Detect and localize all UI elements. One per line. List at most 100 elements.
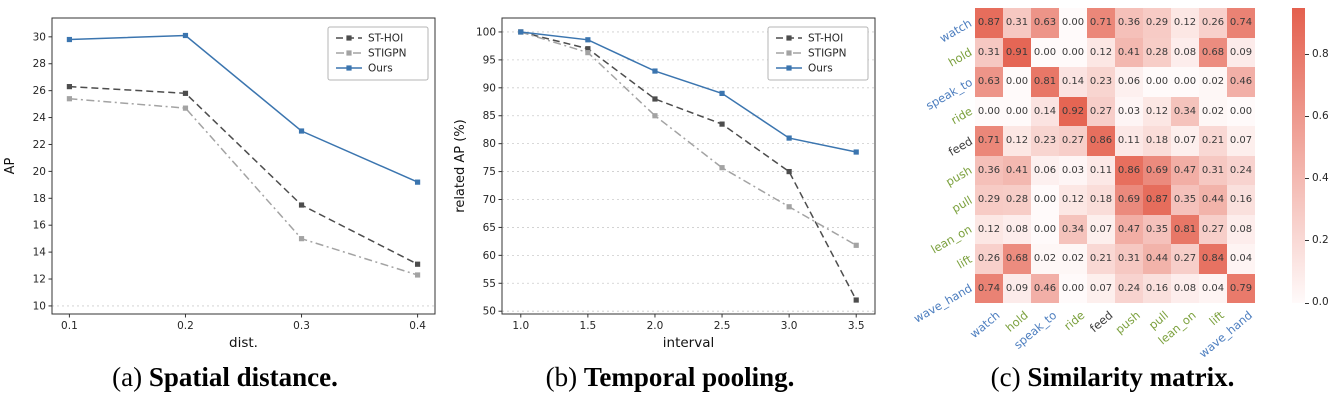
- y-tick-label: 28: [33, 58, 46, 70]
- x-tick-label: 1.5: [580, 320, 597, 332]
- heatmap-y-label: pull: [949, 192, 975, 216]
- heatmap-cell: 0.18: [1143, 126, 1171, 156]
- y-tick-label: 22: [33, 139, 46, 151]
- heatmap-cell: 0.86: [1087, 126, 1115, 156]
- colorbar: [1292, 8, 1305, 303]
- heatmap-cell: 0.35: [1171, 185, 1199, 215]
- heatmap-cell: 0.07: [1227, 126, 1255, 156]
- series-line-STIGPN: [520, 31, 857, 246]
- heatmap-cell: 0.35: [1143, 214, 1171, 244]
- heatmap-cell: 0.27: [1087, 96, 1115, 126]
- caption-c: (c) Similarity matrix.: [895, 362, 1330, 393]
- heatmap-cell: 0.71: [975, 126, 1003, 156]
- x-tick-label: 2.0: [647, 320, 664, 332]
- heatmap-cell: 0.47: [1171, 155, 1199, 185]
- heatmap-cell: 0.12: [975, 214, 1003, 244]
- y-tick-label: 10: [33, 300, 46, 312]
- y-tick-label: 24: [33, 112, 47, 124]
- heatmap-cell: 0.08: [1003, 214, 1031, 244]
- heatmap-x-label: watch: [967, 308, 1003, 341]
- series-line-Ours: [520, 31, 857, 153]
- chart-temporal: 1.0 1.5 2.0 2.5 3.0 3.5 50 55 60 65 70 75 80 85 90 95 10…: [453, 17, 876, 351]
- series-marker-Ours: [182, 32, 189, 39]
- heatmap-cell: 0.46: [1031, 273, 1059, 303]
- legend-marker-ST-HOI: [786, 35, 792, 41]
- heatmap-cell: 0.47: [1115, 214, 1143, 244]
- heatmap-cell: 0.28: [1143, 37, 1171, 67]
- heatmap-cell: 0.69: [1143, 155, 1171, 185]
- x-tick-label: 3.5: [848, 320, 865, 332]
- heatmap-cell: 0.02: [1199, 96, 1227, 126]
- heatmap-cell: 0.27: [1199, 214, 1227, 244]
- heatmap-cell: 0.23: [1087, 67, 1115, 97]
- plot-border: [51, 17, 436, 315]
- heatmap-cell: 0.00: [1227, 96, 1255, 126]
- legend-box: [327, 26, 429, 81]
- heatmap-cell: 0.44: [1143, 244, 1171, 274]
- heatmap-cell: 0.12: [1003, 126, 1031, 156]
- series-marker-STIGPN: [298, 236, 305, 242]
- heatmap-cell: 0.00: [1059, 273, 1087, 303]
- y-tick-label: 26: [33, 85, 47, 97]
- heatmap-cell: 0.08: [1171, 37, 1199, 67]
- y-axis-label: AP: [3, 157, 18, 174]
- series-line-ST-HOI: [520, 31, 857, 301]
- colorbar-tick: [1305, 240, 1309, 242]
- legend-box: [767, 26, 869, 81]
- heatmap-cell: 0.87: [1143, 185, 1171, 215]
- y-axis-label: related AP (%): [453, 119, 468, 212]
- series-marker-Ours: [414, 179, 421, 185]
- heatmap-cell: 0.81: [1031, 67, 1059, 97]
- heatmap-cell: 0.69: [1115, 185, 1143, 215]
- series-marker-STIGPN: [853, 242, 859, 248]
- heatmap-cell: 0.31: [1003, 8, 1031, 38]
- heatmap-cell: 0.71: [1087, 8, 1115, 38]
- series-marker-Ours: [786, 135, 792, 141]
- heatmap-cell: 0.00: [1031, 214, 1059, 244]
- heatmap-cell: 0.11: [1115, 126, 1143, 156]
- heatmap-cell: 0.02: [1199, 67, 1227, 97]
- heatmap-cell: 0.23: [1031, 126, 1059, 156]
- series-marker-Ours: [298, 128, 305, 134]
- heatmap-cell: 0.00: [1003, 67, 1031, 97]
- y-tick-label: 80: [483, 138, 496, 150]
- heatmap-cell: 0.27: [1059, 126, 1087, 156]
- heatmap-cell: 0.16: [1143, 273, 1171, 303]
- y-tick-label: 60: [483, 250, 496, 262]
- series-marker-ST-HOI: [66, 84, 73, 90]
- series-marker-Ours: [853, 149, 859, 155]
- heatmap-cell: 0.02: [1059, 244, 1087, 274]
- x-tick-label: 3.0: [781, 320, 798, 332]
- heatmap-x-label: ride: [1060, 308, 1087, 334]
- heatmap-cell: 0.03: [1059, 155, 1087, 185]
- legend-label-STIGPN: STIGPN: [368, 48, 407, 60]
- heatmap-cell: 0.12: [1171, 8, 1199, 38]
- x-tick-label: 0.1: [61, 320, 78, 332]
- heatmap-cell: 0.87: [975, 8, 1003, 38]
- y-tick-label: 100: [476, 26, 496, 38]
- x-tick-label: 1.0: [512, 320, 529, 332]
- heatmap-cell: 0.07: [1171, 126, 1199, 156]
- chart-spatial: 0.1 0.2 0.3 0.4 10 12 14 16 18 20 22 24 26 28 30 dist. A…: [3, 17, 436, 351]
- series-line-Ours: [69, 34, 418, 183]
- heatmap-cell: 0.07: [1087, 273, 1115, 303]
- heatmap-cell: 0.00: [975, 96, 1003, 126]
- heatmap-cell: 0.91: [1003, 37, 1031, 67]
- heatmap-cell: 0.11: [1087, 155, 1115, 185]
- heatmap-cell: 0.14: [1059, 67, 1087, 97]
- series-marker-Ours: [518, 29, 524, 35]
- y-tick-label: 65: [483, 222, 496, 234]
- x-axis-label: dist.: [229, 335, 258, 351]
- heatmap-cell: 0.08: [1227, 214, 1255, 244]
- heatmap-cell: 0.92: [1059, 96, 1087, 126]
- heatmap-cell: 0.02: [1031, 244, 1059, 274]
- colorbar-tick-label: 0.8: [1312, 47, 1329, 60]
- heatmap-x-label: feed: [1086, 308, 1115, 336]
- y-tick-label: 70: [483, 194, 496, 206]
- caption-c-title: Similarity matrix.: [1027, 362, 1235, 392]
- heatmap-cell: 0.16: [1227, 185, 1255, 215]
- series-marker-Ours: [652, 68, 658, 74]
- legend-marker-STIGPN: [786, 50, 792, 56]
- panel-similarity-matrix: 0.87 0.31 0.63 0.00 0.71 0.36 0.29 0.12 0.26 0.74…: [911, 0, 1344, 362]
